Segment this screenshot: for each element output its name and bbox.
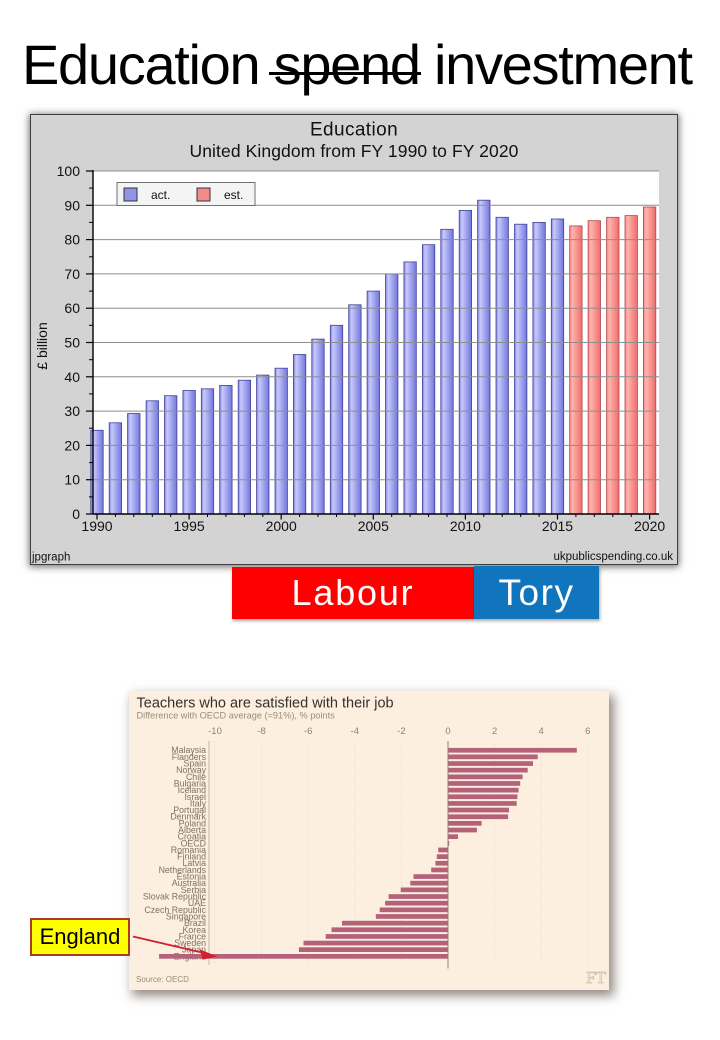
svg-text:Flanders: Flanders — [172, 752, 207, 762]
svg-text:Poland: Poland — [179, 818, 206, 828]
svg-text:Australia: Australia — [172, 878, 206, 888]
svg-text:0: 0 — [72, 506, 80, 522]
svg-text:Denmark: Denmark — [170, 812, 206, 822]
svg-text:Singapore: Singapore — [166, 911, 206, 921]
svg-text:ukpublicspending.co.uk: ukpublicspending.co.uk — [553, 551, 673, 563]
svg-text:20: 20 — [64, 437, 80, 453]
svg-text:Netherlands: Netherlands — [159, 865, 207, 875]
svg-text:Difference with OECD average (: Difference with OECD average (=91%), % p… — [137, 711, 336, 721]
svg-text:70: 70 — [64, 266, 80, 282]
svg-text:30: 30 — [64, 403, 80, 419]
svg-text:2005: 2005 — [358, 518, 389, 534]
svg-text:60: 60 — [64, 300, 80, 316]
svg-text:2: 2 — [492, 726, 497, 737]
svg-text:UAE: UAE — [188, 898, 206, 908]
svg-text:Spain: Spain — [184, 759, 207, 769]
svg-text:Brazil: Brazil — [184, 918, 206, 928]
svg-text:Iceland: Iceland — [178, 785, 206, 795]
svg-text:Latvia: Latvia — [183, 858, 207, 868]
svg-text:Japan: Japan — [182, 945, 206, 955]
svg-text:Norway: Norway — [176, 765, 206, 775]
svg-text:Croatia: Croatia — [178, 832, 206, 842]
svg-text:Romania: Romania — [171, 845, 206, 855]
svg-text:Estonia: Estonia — [177, 872, 206, 882]
svg-text:Sweden: Sweden — [174, 938, 206, 948]
svg-text:OECD: OECD — [181, 838, 206, 848]
svg-text:Israel: Israel — [184, 792, 206, 802]
svg-text:90: 90 — [64, 197, 80, 213]
svg-text:£ billion: £ billion — [34, 322, 50, 369]
svg-text:Malaysia: Malaysia — [171, 745, 206, 755]
svg-text:80: 80 — [64, 232, 80, 248]
svg-text:Portugal: Portugal — [173, 805, 206, 815]
svg-text:-10: -10 — [208, 726, 222, 737]
svg-text:2010: 2010 — [450, 518, 481, 534]
svg-text:2020: 2020 — [634, 518, 665, 534]
svg-text:-8: -8 — [257, 726, 265, 737]
svg-text:2000: 2000 — [266, 518, 297, 534]
svg-text:Chile: Chile — [186, 772, 206, 782]
svg-text:Korea: Korea — [183, 925, 207, 935]
svg-text:Bulgaria: Bulgaria — [174, 779, 206, 789]
svg-text:Education: Education — [310, 120, 398, 141]
svg-text:Source: OECD: Source: OECD — [136, 975, 189, 984]
svg-text:jpgraph: jpgraph — [31, 552, 70, 564]
svg-text:10: 10 — [64, 472, 80, 488]
svg-text:-4: -4 — [351, 726, 359, 737]
svg-text:Slovak Republic: Slovak Republic — [143, 892, 207, 902]
svg-text:2015: 2015 — [542, 518, 573, 534]
svg-text:100: 100 — [57, 163, 81, 179]
svg-text:Czech Republic: Czech Republic — [144, 905, 206, 915]
svg-text:FT: FT — [586, 968, 606, 987]
svg-text:Alberta: Alberta — [178, 825, 206, 835]
svg-text:1990: 1990 — [81, 518, 112, 534]
svg-text:6: 6 — [585, 726, 590, 737]
svg-text:Italy: Italy — [190, 798, 207, 808]
svg-text:50: 50 — [64, 335, 80, 351]
svg-text:1995: 1995 — [174, 518, 205, 534]
svg-text:France: France — [179, 931, 206, 941]
svg-text:Finland: Finland — [177, 852, 206, 862]
svg-text:United Kingdom from FY 1990 to: United Kingdom from FY 1990 to FY 2020 — [189, 141, 518, 161]
svg-text:-6: -6 — [304, 726, 312, 737]
svg-text:-2: -2 — [397, 726, 405, 737]
svg-text:est.: est. — [224, 188, 243, 202]
svg-text:4: 4 — [539, 726, 544, 737]
svg-text:0: 0 — [445, 726, 450, 737]
svg-text:Serbia: Serbia — [181, 885, 207, 895]
svg-text:Teachers who are satisfied wit: Teachers who are satisfied with their jo… — [137, 696, 394, 712]
svg-text:act.: act. — [151, 188, 170, 202]
svg-text:40: 40 — [64, 369, 80, 385]
